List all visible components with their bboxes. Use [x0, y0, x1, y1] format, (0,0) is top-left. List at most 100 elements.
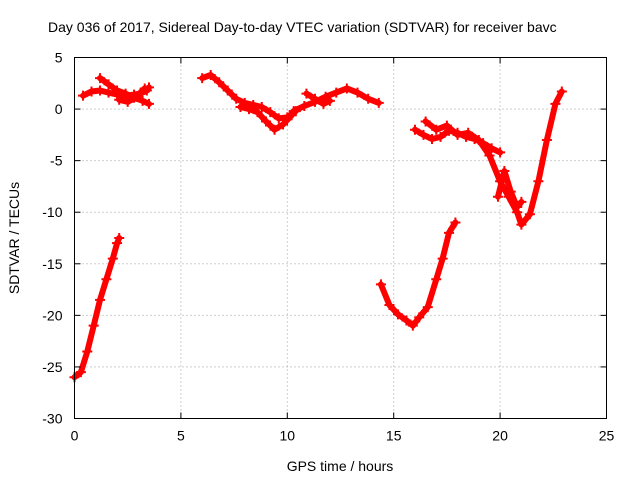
- data-point: [363, 93, 374, 104]
- data-point: [473, 135, 484, 146]
- data-point: [499, 165, 510, 176]
- series-line: [116, 85, 148, 105]
- data-point: [427, 133, 438, 144]
- data-point: [301, 88, 312, 99]
- data-point: [86, 86, 97, 97]
- data-point: [112, 238, 123, 249]
- data-point: [341, 83, 352, 94]
- x-tick-label: 0: [71, 428, 79, 444]
- data-point: [556, 86, 567, 97]
- data-point: [78, 90, 89, 101]
- data-point: [261, 116, 272, 127]
- data-point: [265, 107, 276, 118]
- data-point: [541, 135, 552, 146]
- data-point: [492, 191, 503, 202]
- series-arc-7: [288, 83, 384, 117]
- data-point: [441, 120, 452, 131]
- data-point: [414, 312, 425, 323]
- data-point: [505, 186, 516, 197]
- series-arc-1: [69, 233, 125, 383]
- series-arc-3: [95, 73, 154, 109]
- data-point: [278, 119, 289, 130]
- data-point: [197, 73, 208, 84]
- series-arc-6: [235, 102, 297, 135]
- data-point: [516, 196, 527, 207]
- y-tick-label: -25: [42, 359, 62, 375]
- data-point: [431, 274, 442, 285]
- data-point: [401, 315, 412, 326]
- data-point: [95, 85, 106, 96]
- data-point: [418, 129, 429, 140]
- axis-ticks: 0 5 10 15 20 25 5 0 -5 -10 -15 -20 -25 -30: [42, 50, 614, 444]
- x-tick-label: 20: [492, 428, 508, 444]
- y-tick-label: -30: [42, 411, 62, 427]
- data-point: [95, 294, 106, 305]
- x-tick-label: 5: [177, 428, 185, 444]
- y-tick-label: -15: [42, 256, 62, 272]
- data-point: [435, 131, 446, 142]
- plot-frame: [74, 57, 607, 419]
- y-tick-label: -10: [42, 204, 62, 220]
- data-point: [75, 367, 86, 378]
- data-point: [420, 116, 431, 127]
- series-arc-4: [114, 83, 150, 107]
- data-point: [407, 320, 418, 331]
- series-arc-8: [301, 88, 335, 109]
- data-point: [139, 83, 150, 94]
- data-point: [137, 95, 148, 106]
- data-point: [352, 87, 363, 98]
- y-tick-label: 5: [55, 50, 63, 66]
- data-point: [437, 253, 448, 264]
- data-point: [299, 100, 310, 111]
- data-point: [533, 176, 544, 187]
- data-point: [143, 98, 154, 109]
- data-point: [88, 320, 99, 331]
- series-line: [422, 88, 565, 228]
- data-point: [550, 98, 561, 109]
- data-point: [82, 346, 93, 357]
- data-point: [375, 279, 386, 290]
- data-point: [107, 253, 118, 264]
- y-tick-label: 0: [55, 101, 63, 117]
- data-series: [69, 70, 567, 383]
- data-point: [409, 124, 420, 135]
- data-point: [373, 97, 384, 108]
- data-point: [205, 70, 216, 81]
- y-axis-label: SDTVAR / TECUs: [6, 182, 22, 294]
- y-tick-label: -5: [50, 153, 63, 169]
- data-point: [331, 87, 342, 98]
- data-point: [444, 227, 455, 238]
- x-tick-label: 15: [386, 428, 402, 444]
- y-tick-label: -20: [42, 307, 62, 323]
- data-point: [324, 95, 335, 106]
- data-point: [231, 93, 242, 104]
- data-point: [318, 98, 329, 109]
- x-axis-label: GPS time / hours: [287, 458, 394, 474]
- data-point: [309, 93, 320, 104]
- chart-title: Day 036 of 2017, Sidereal Day-to-day VTE…: [48, 19, 557, 35]
- data-point: [214, 77, 225, 88]
- data-point: [288, 106, 299, 117]
- data-point: [484, 150, 495, 161]
- data-point: [101, 274, 112, 285]
- data-point: [120, 88, 131, 99]
- data-point: [516, 219, 527, 230]
- data-point: [463, 127, 474, 138]
- data-point: [524, 209, 535, 220]
- data-point: [112, 85, 123, 96]
- data-point: [114, 94, 125, 105]
- data-point: [252, 107, 263, 118]
- data-point: [235, 102, 246, 113]
- x-tick-label: 10: [280, 428, 296, 444]
- data-point: [384, 300, 395, 311]
- series-arc-9: [375, 217, 461, 331]
- data-point: [422, 302, 433, 313]
- data-point: [512, 202, 523, 213]
- data-point: [103, 79, 114, 90]
- series-line: [303, 90, 333, 107]
- data-point: [269, 124, 280, 135]
- data-point: [114, 233, 125, 243]
- data-point: [431, 124, 442, 135]
- data-point: [450, 217, 461, 228]
